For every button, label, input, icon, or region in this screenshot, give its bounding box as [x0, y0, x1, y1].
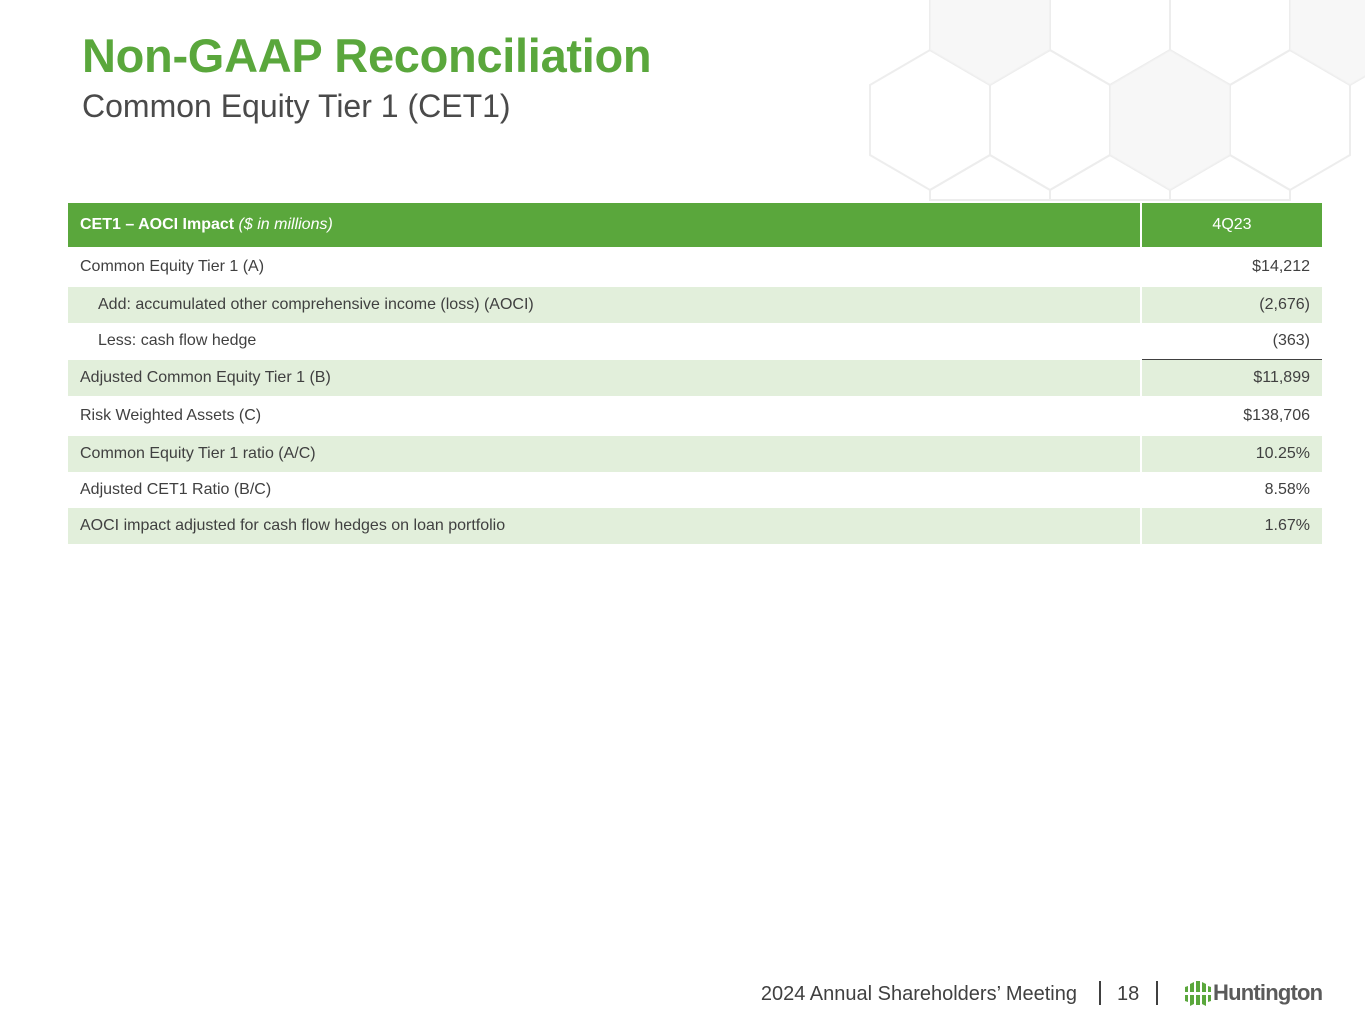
table-row: Common Equity Tier 1 (A) $14,212 — [68, 247, 1322, 287]
table-row: Less: cash flow hedge (363) — [68, 323, 1322, 360]
footer-meeting-title: 2024 Annual Shareholders’ Meeting — [760, 983, 1077, 1005]
row-value: $138,706 — [1140, 396, 1322, 436]
row-value: $14,212 — [1140, 247, 1322, 287]
table-header-title: CET1 – AOCI Impact — [80, 216, 235, 233]
huntington-logo: Huntington — [1184, 980, 1324, 1009]
row-value: 8.58% — [1140, 472, 1322, 508]
footer-divider — [1099, 981, 1101, 1005]
page-subtitle: Common Equity Tier 1 (CET1) — [82, 88, 511, 124]
row-label: Common Equity Tier 1 ratio (A/C) — [68, 436, 1141, 472]
row-label: Adjusted Common Equity Tier 1 (B) — [68, 359, 1141, 396]
table-row: Risk Weighted Assets (C) $138,706 — [68, 396, 1322, 436]
table-header-period: 4Q23 — [1140, 203, 1322, 247]
page-number: 18 — [1117, 983, 1140, 1005]
cet1-aoci-table: CET1 – AOCI Impact ($ in millions) 4Q23 … — [68, 203, 1322, 544]
row-value: (363) — [1140, 323, 1322, 360]
row-value: $11,899 — [1140, 359, 1322, 396]
table-row: AOCI impact adjusted for cash flow hedge… — [68, 508, 1322, 544]
row-label: AOCI impact adjusted for cash flow hedge… — [68, 508, 1141, 544]
row-label: Add: accumulated other comprehensive inc… — [68, 287, 1141, 323]
page-title: Non-GAAP Reconciliation — [82, 29, 652, 82]
row-value: 10.25% — [1140, 436, 1322, 472]
row-label: Common Equity Tier 1 (A) — [80, 258, 265, 275]
row-value: 1.67% — [1140, 508, 1322, 544]
huntington-logo-icon — [1185, 981, 1211, 1006]
table-row: Common Equity Tier 1 ratio (A/C) 10.25% — [68, 436, 1322, 472]
footer-divider — [1156, 981, 1158, 1005]
table-row: Add: accumulated other comprehensive inc… — [68, 287, 1322, 323]
table-header-units: ($ in millions) — [234, 216, 333, 233]
footer: 2024 Annual Shareholders’ Meeting 18 Hun… — [0, 980, 1365, 1011]
row-label: Adjusted CET1 Ratio (B/C) — [80, 481, 272, 498]
row-label: Less: cash flow hedge — [98, 332, 257, 350]
table-row: Adjusted CET1 Ratio (B/C) 8.58% — [68, 472, 1322, 508]
row-label: Risk Weighted Assets (C) — [80, 407, 262, 424]
row-value: (2,676) — [1140, 287, 1322, 323]
table-header-row: CET1 – AOCI Impact ($ in millions) 4Q23 — [68, 203, 1322, 247]
table-row: Adjusted Common Equity Tier 1 (B) $11,89… — [68, 359, 1322, 396]
logo-wordmark: Huntington — [1213, 980, 1323, 1005]
table-header-label: CET1 – AOCI Impact ($ in millions) — [68, 203, 1141, 247]
